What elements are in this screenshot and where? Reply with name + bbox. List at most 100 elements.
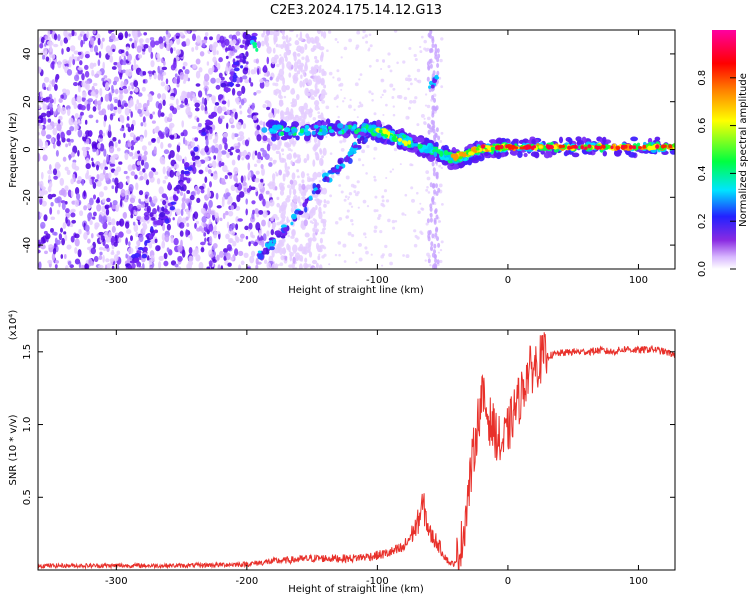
spectral-blob xyxy=(179,230,184,237)
spectral-blob xyxy=(142,154,148,162)
spectral-blob xyxy=(103,186,108,191)
spectral-blob xyxy=(319,149,323,155)
spectral-blob xyxy=(227,99,230,108)
spectral-blob xyxy=(38,66,42,74)
spectral-blob xyxy=(336,69,340,73)
spectral-blob xyxy=(107,221,112,226)
spectral-blob xyxy=(266,46,272,54)
spectral-blob xyxy=(76,95,82,103)
spectral-blob xyxy=(181,249,186,258)
spectral-blob xyxy=(200,247,205,253)
y-tick-label: 20 xyxy=(22,95,33,108)
x-tick-label: 0 xyxy=(505,275,511,286)
ascending-ridge-blob xyxy=(359,135,365,142)
spectral-blob xyxy=(97,59,101,67)
spectral-blob xyxy=(401,212,405,216)
spectral-blob xyxy=(170,47,174,54)
spectral-blob xyxy=(279,160,283,163)
spectral-blob xyxy=(293,61,299,70)
spectral-blob xyxy=(230,230,235,236)
spectral-blob xyxy=(209,44,215,51)
spectral-blob xyxy=(111,225,116,233)
spectral-blob xyxy=(143,172,148,181)
spectral-blob xyxy=(312,266,317,269)
main-band-peak xyxy=(499,144,504,150)
spectral-blob xyxy=(150,39,156,48)
main-band-peak xyxy=(480,144,486,149)
main-band-hot xyxy=(490,146,496,151)
spectral-blob xyxy=(276,63,280,68)
spectral-blob xyxy=(51,137,55,144)
spectral-blob xyxy=(200,188,205,194)
spectral-blob xyxy=(87,98,94,103)
spectral-blob xyxy=(427,64,431,70)
spectral-blob xyxy=(126,178,130,184)
spectral-blob xyxy=(247,106,251,115)
main-band-blob xyxy=(523,152,528,158)
snr-plot-area xyxy=(38,330,675,570)
spectral-blob xyxy=(123,88,129,94)
spectral-blob xyxy=(313,64,319,70)
spectral-blob xyxy=(393,147,398,152)
descending-ridge-blob xyxy=(169,206,176,211)
spectral-blob xyxy=(373,112,377,116)
spectral-blob xyxy=(64,234,68,242)
main-band-blob xyxy=(474,155,482,160)
spectral-blob xyxy=(368,90,372,94)
spectral-blob xyxy=(185,216,189,221)
spectral-blob xyxy=(262,210,268,218)
spectral-blob xyxy=(373,225,378,230)
main-band-hot xyxy=(538,145,543,149)
main-band-peak xyxy=(637,145,643,150)
main-band-peak xyxy=(580,145,585,150)
spectral-blob xyxy=(297,246,303,252)
spectral-blob xyxy=(419,50,423,54)
spectral-blob xyxy=(249,255,255,264)
spectral-blob xyxy=(70,178,75,185)
spectral-blob xyxy=(296,175,300,179)
spectral-blob xyxy=(264,259,268,264)
spectral-blob xyxy=(308,108,314,114)
spectral-blob xyxy=(44,250,48,255)
spectral-blob xyxy=(361,149,366,154)
spectral-blob xyxy=(184,156,187,163)
spectral-blob xyxy=(250,82,254,87)
main-band-hot xyxy=(407,140,411,145)
spectral-blob xyxy=(156,52,160,59)
spectral-blob xyxy=(383,189,388,193)
spectral-blob xyxy=(226,244,232,251)
spectral-blob xyxy=(340,190,344,194)
ascending-ridge-blob xyxy=(312,183,317,189)
spectral-blob xyxy=(91,69,95,77)
spectral-blob xyxy=(437,135,441,141)
spectral-blob xyxy=(53,33,58,41)
spectral-blob xyxy=(226,221,230,229)
spectral-blob xyxy=(361,36,365,40)
main-band-peak xyxy=(561,144,566,148)
main-band-hot xyxy=(487,145,492,151)
spectral-blob xyxy=(51,54,56,60)
spectral-blob xyxy=(259,196,264,200)
spectral-blob xyxy=(419,45,422,49)
spectral-blob xyxy=(213,105,218,113)
spectral-blob xyxy=(311,259,318,265)
spectral-blob xyxy=(257,151,262,160)
spectral-blob xyxy=(118,32,124,40)
spectral-blob xyxy=(436,63,440,68)
spectral-blob xyxy=(432,171,436,177)
spectral-blob xyxy=(284,256,288,261)
spectral-blob xyxy=(74,186,80,195)
spectral-blob xyxy=(169,105,175,111)
spectral-blob xyxy=(45,134,52,140)
spectral-blob xyxy=(320,79,325,86)
spectral-blob xyxy=(185,229,189,238)
spectral-blob xyxy=(426,116,431,121)
spectral-blob xyxy=(198,169,204,175)
spectral-blob xyxy=(124,221,130,229)
spectral-blob xyxy=(296,70,301,75)
spectral-blob xyxy=(238,250,244,257)
spectral-blob xyxy=(100,96,104,103)
spectral-blob xyxy=(189,194,195,201)
spectral-blob xyxy=(137,92,143,97)
